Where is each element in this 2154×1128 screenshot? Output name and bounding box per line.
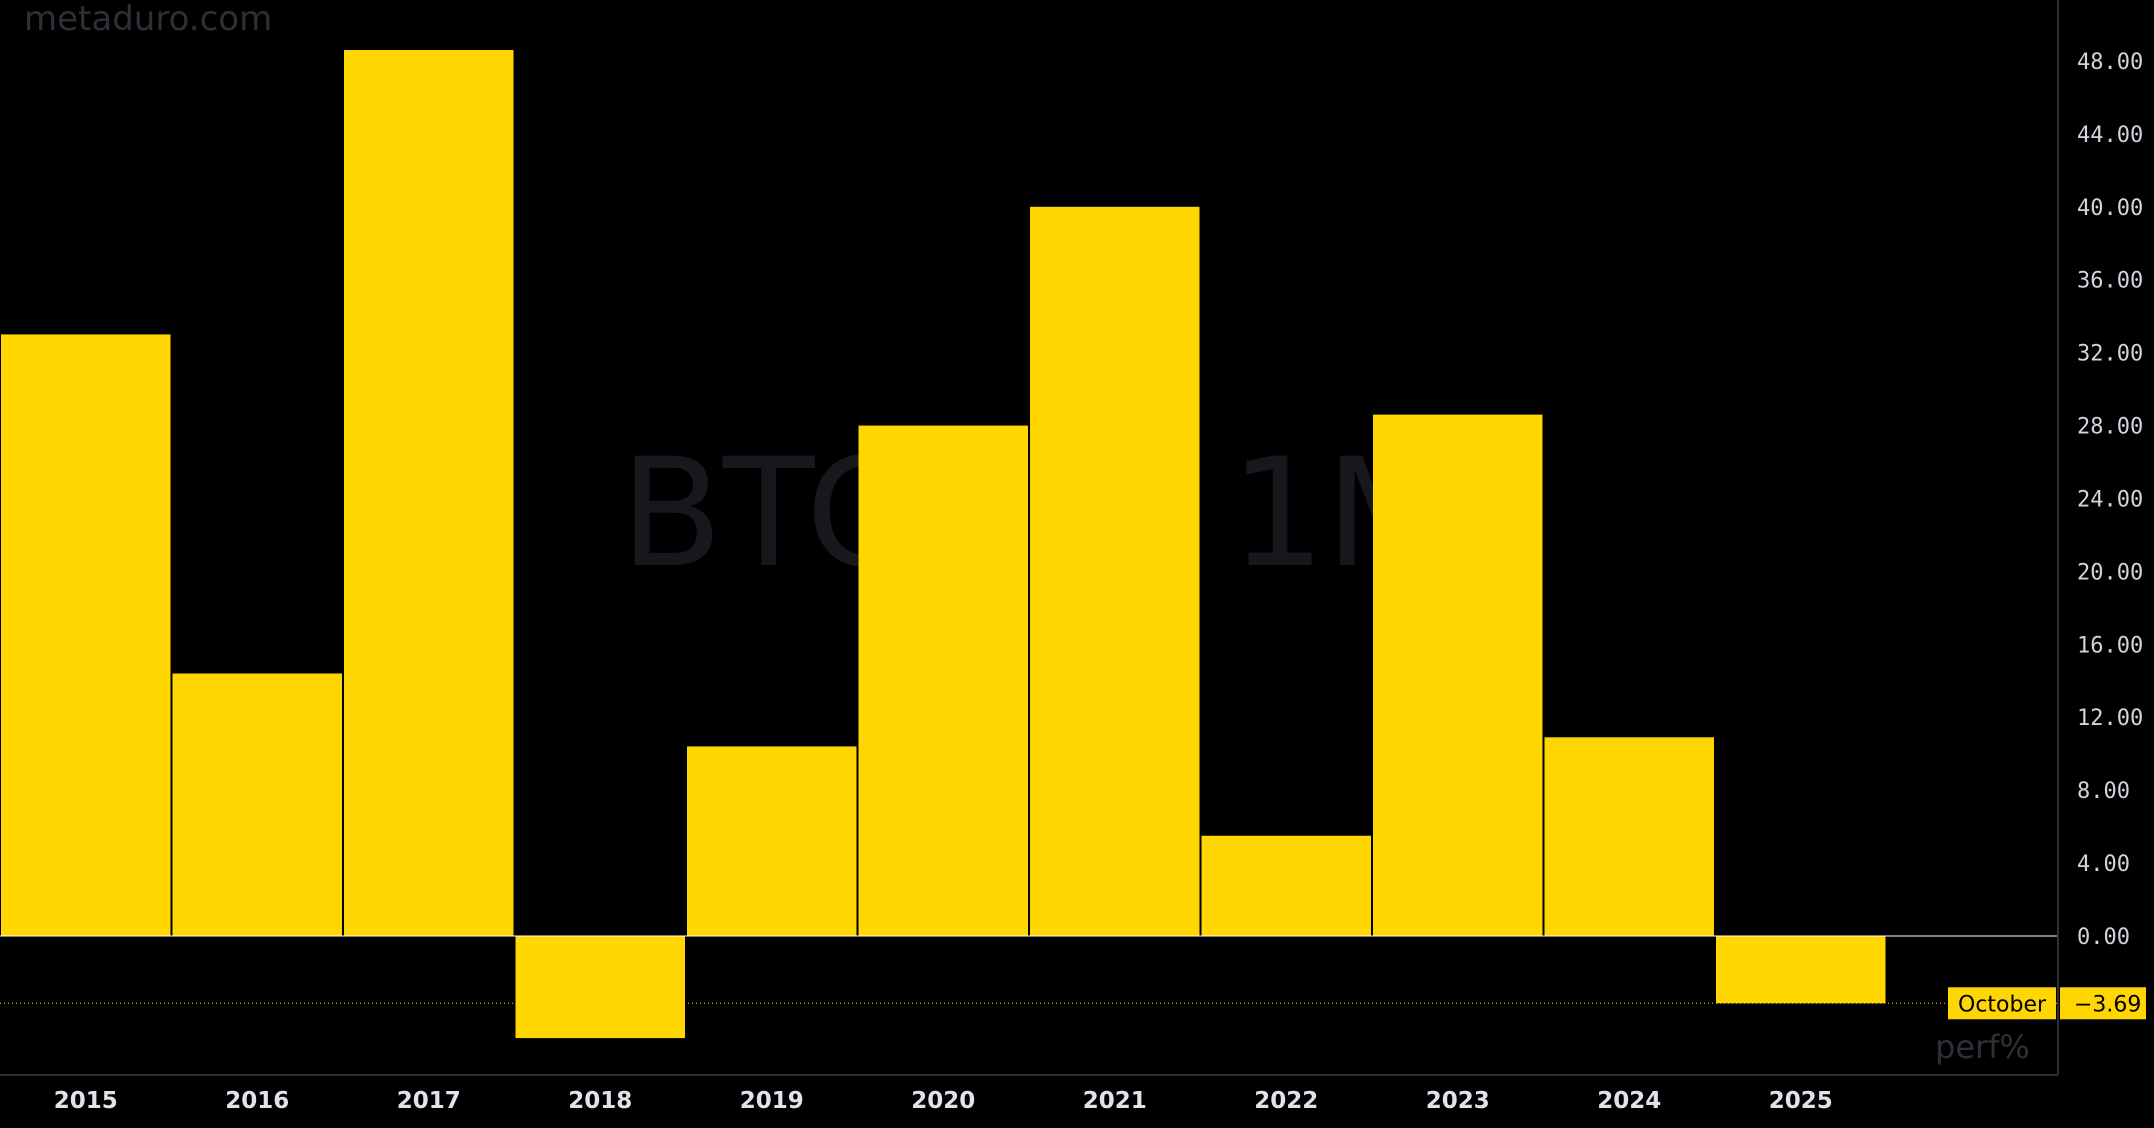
- bar-2020: [858, 425, 1028, 936]
- series-label: perf%: [1935, 1028, 2030, 1066]
- bar-2015: [1, 334, 171, 936]
- x-tick-label: 2023: [1426, 1088, 1490, 1114]
- bar-2019: [687, 746, 857, 936]
- x-tick-label: 2016: [225, 1088, 289, 1114]
- y-tick-label: 48.00: [2077, 50, 2143, 75]
- bar-2025: [1716, 936, 1886, 1004]
- y-tick-label: 8.00: [2077, 779, 2130, 804]
- site-label: metaduro.com: [24, 0, 272, 39]
- x-tick-label: 2022: [1254, 1088, 1318, 1114]
- badge-value-box: [2060, 987, 2146, 1020]
- y-axis[interactable]: 48.00 44.00 40.00 36.00 32.00 28.00 24.00 20.00…: [2077, 50, 2143, 950]
- badge-value-text: −3.69: [2074, 992, 2141, 1017]
- y-tick-label: 16.00: [2077, 633, 2143, 658]
- x-tick-label: 2015: [54, 1088, 118, 1114]
- last-value-badges: October −3.69: [1948, 987, 2146, 1020]
- bar-2023: [1373, 414, 1543, 936]
- y-tick-label: 20.00: [2077, 560, 2143, 585]
- x-tick-label: 2017: [397, 1088, 461, 1114]
- x-tick-label: 2020: [911, 1088, 975, 1114]
- bar-2024: [1544, 737, 1714, 936]
- x-tick-label: 2021: [1083, 1088, 1147, 1114]
- y-tick-label: 4.00: [2077, 852, 2130, 877]
- x-tick-label: 2019: [740, 1088, 804, 1114]
- x-tick-label: 2025: [1769, 1088, 1833, 1114]
- y-tick-label: 44.00: [2077, 123, 2143, 148]
- y-tick-label: 12.00: [2077, 706, 2143, 731]
- y-tick-label: 40.00: [2077, 196, 2143, 221]
- y-tick-label: 0.00: [2077, 925, 2130, 950]
- x-axis[interactable]: 2015 2016 2017 2018 2019 2020 2021 2022 2023 2024…: [54, 1088, 1833, 1114]
- bar-2016: [172, 673, 342, 936]
- y-tick-label: 32.00: [2077, 342, 2143, 367]
- x-tick-label: 2018: [568, 1088, 632, 1114]
- bar-2022: [1201, 835, 1371, 936]
- bar-2021: [1030, 206, 1200, 937]
- y-tick-label: 28.00: [2077, 415, 2143, 440]
- badge-label-text: October: [1958, 992, 2047, 1017]
- bars-group: [1, 50, 1886, 1039]
- bar-2017: [344, 50, 514, 937]
- bar-2018: [515, 936, 685, 1039]
- y-tick-label: 24.00: [2077, 487, 2143, 512]
- y-tick-label: 36.00: [2077, 269, 2143, 294]
- badge-label-box: [1948, 987, 2056, 1020]
- x-tick-label: 2024: [1597, 1088, 1661, 1114]
